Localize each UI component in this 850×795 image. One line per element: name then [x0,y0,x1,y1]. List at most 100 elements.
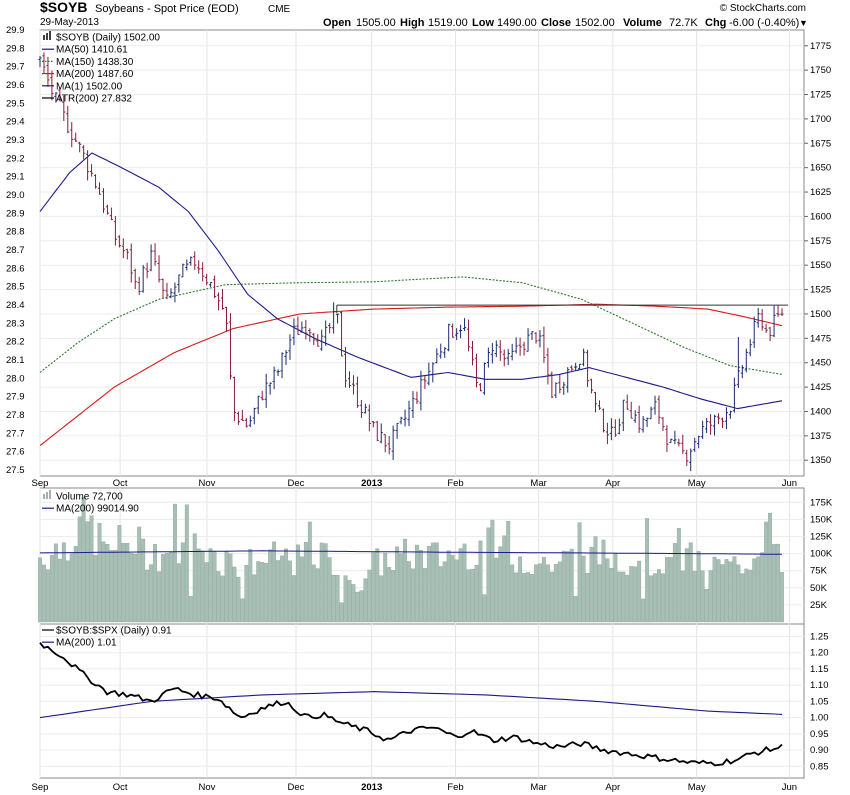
x-axis-label: Feb [447,782,463,793]
volume-bar [502,535,507,623]
volume-bar [327,557,332,623]
volume-bar [97,523,102,623]
volume-bar [208,548,213,623]
volume-bar [430,542,435,623]
left-axis-tick-label: 29.7 [6,62,25,73]
left-axis-tick-label: 28.2 [6,337,25,348]
x-axis-label: Sep [32,782,49,793]
volume-bar [105,543,110,623]
volume-bar [232,566,237,623]
volume-bar [589,547,594,623]
volume-bar [169,551,173,623]
volume-axis-tick-label: 75K [810,566,828,577]
open-label: Open [323,17,351,29]
volume-bar [331,574,336,623]
left-axis-tick-label: 29.9 [6,25,25,36]
volume-bar [367,569,372,623]
volume-bar [240,598,245,623]
legend-label: Volume 72,700 [56,492,123,503]
left-axis-tick-label: 29.3 [6,135,25,146]
volume-bar [109,550,114,623]
ratio-axis-tick-label: 1.00 [810,713,829,724]
volume-bar [534,564,538,623]
high-label: High [400,17,425,29]
volume-bar [53,543,58,623]
x-axis-label: May [688,782,706,793]
volume-bar [617,571,622,623]
right-axis-tick-label: 1475 [810,333,831,344]
volume-bar [61,542,66,623]
x-axis-label: Oct [113,782,128,793]
volume-bar [224,551,229,623]
x-axis-label: Oct [113,478,128,489]
volume-bar [407,561,411,623]
volume-bar [93,555,98,623]
x-axis-label: Feb [447,478,463,489]
volume-bar [716,559,721,623]
legend-label: MA(200) 1487.60 [56,69,134,80]
volume-bar [490,519,495,623]
volume-bar [260,562,265,623]
volume-bar [736,564,741,623]
volume-bar [216,571,221,623]
right-axis-tick-label: 1375 [810,431,831,442]
high-value: 1519.00 [428,17,468,29]
volume-bar [38,557,42,623]
volume-bar [482,594,487,623]
ratio-axis-tick-label: 0.95 [810,729,829,740]
volume-bar [458,548,463,623]
volume-bar [446,550,451,623]
ma50-line [39,152,783,410]
volume-bar [633,566,638,623]
volume-bar [212,551,217,623]
volume-bar [593,536,598,623]
volume-bar [315,568,320,623]
volume-bar [161,554,165,623]
symbol-title: $SOYB [40,0,87,15]
volume-bar [165,553,169,623]
volume-axis-tick-label: 175K [810,497,833,508]
volume-axis-tick-label: 150K [810,514,833,525]
volume-bar [748,569,753,623]
x-axis-label: Dec [288,478,305,489]
volume-ma200-series [39,550,783,555]
volume-bar [180,542,185,623]
volume-bar [42,564,46,623]
volume-bar [613,553,618,623]
volume-bar [450,554,455,623]
right-axis-tick-label: 1700 [810,114,831,125]
volume-bar [65,560,70,623]
volume-axis-tick-label: 50K [810,583,828,594]
left-axis-tick-label: 29.1 [6,172,25,183]
volume-bar [692,571,697,623]
volume-bar [101,541,106,623]
volume-label: Volume [623,17,662,29]
volume-bar [466,569,471,623]
volume-bar [73,546,78,623]
volume-bar [657,569,661,623]
right-axis-tick-label: 1425 [810,382,831,393]
volume-bar [780,572,784,623]
left-axis-tick-label: 29.8 [6,43,25,54]
left-axis-tick-label: 27.6 [6,447,25,458]
volume-bar [760,552,765,623]
volume-bar [49,555,54,623]
volume-bar [371,552,376,623]
volume-bar [581,555,586,623]
volume-bar [200,550,205,623]
x-axis-label: Mar [530,782,546,793]
volume-bar [744,568,749,623]
volume-bar [557,561,562,623]
x-axis-label: May [688,478,706,489]
left-axis-tick-label: 28.6 [6,263,25,274]
x-axis-label: 2013 [361,478,382,489]
volume-bar [236,576,241,623]
ratio-series [39,642,783,767]
legend-label: ATR(200) 27.832 [56,94,132,105]
volume-bar [422,568,427,623]
volume-bar [196,548,201,623]
right-axis-tick-label: 1500 [810,309,831,320]
volume-bar [668,557,673,623]
